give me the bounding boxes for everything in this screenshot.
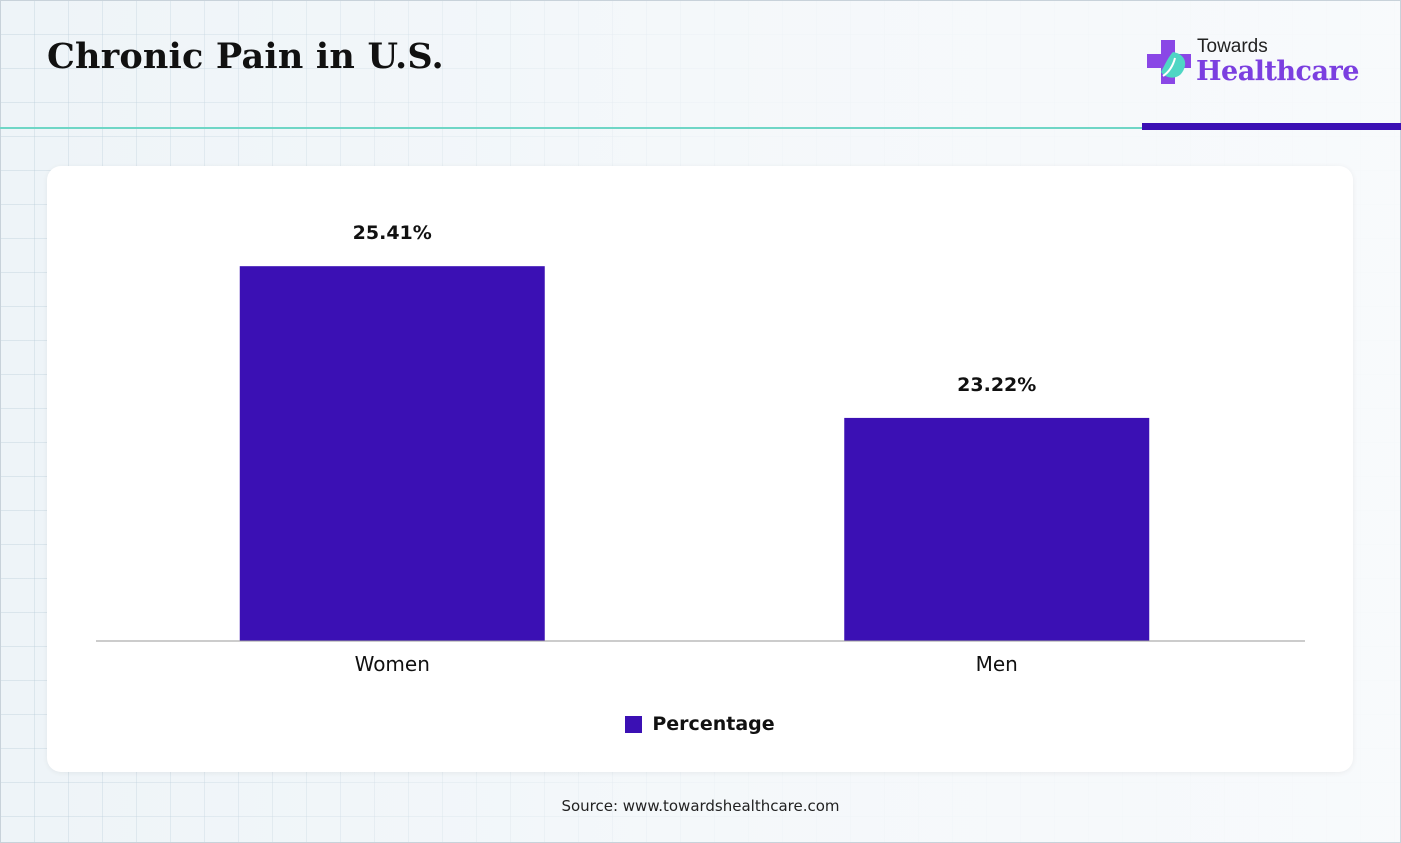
header-divider (0, 127, 1142, 129)
bar-chart: 25.41% Women 23.22% Men (96, 222, 1305, 676)
logo-bottom-text: Healthcare (1196, 56, 1359, 87)
source-note: Source: www.towardshealthcare.com (561, 797, 840, 815)
brand-logo: Towards Healthcare (1145, 36, 1365, 96)
chart-card: 25.41% Women 23.22% Men Percentage (47, 166, 1353, 772)
category-label-women: Women (355, 652, 430, 676)
bar-men (844, 417, 1150, 641)
category-label-men: Men (976, 652, 1018, 676)
header-divider-accent (1142, 123, 1401, 130)
bars-layer: 25.41% Women 23.22% Men (239, 222, 1150, 676)
data-label-men: 23.22% (957, 374, 1036, 396)
data-label-women: 25.41% (353, 222, 432, 244)
chart-title: Chronic Pain in U.S. (47, 36, 444, 77)
legend-label: Percentage (652, 713, 775, 735)
legend: Percentage (47, 713, 1353, 738)
bar-women (239, 266, 545, 641)
legend-swatch (625, 715, 643, 733)
medical-cross-leaf-icon (1147, 40, 1191, 84)
legend-item: Percentage (625, 713, 775, 735)
logo-top-text: Towards (1197, 36, 1268, 57)
